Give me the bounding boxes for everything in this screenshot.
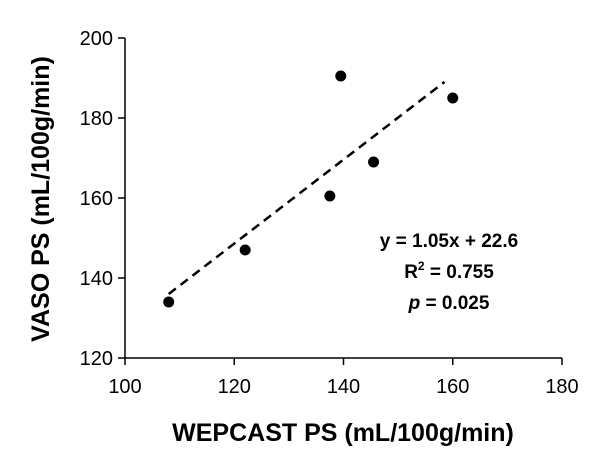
data-point (239, 244, 251, 256)
data-point (368, 156, 380, 168)
trendline (167, 80, 446, 295)
plot-area: 120 140 160 180 200 100 120 140 160 180 (80, 28, 579, 398)
r-squared-superscript: 2 (418, 259, 425, 273)
y-axis-title: VASO PS (mL/100g/min) (27, 56, 55, 342)
x-axis-title: WEPCAST PS (mL/100g/min) (172, 419, 514, 447)
x-tick-label: 100 (108, 376, 141, 398)
regression-equation: y = 1.05x + 22.6 (380, 231, 518, 252)
x-tick-label: 140 (327, 376, 360, 398)
data-point (163, 296, 175, 308)
y-tick-label: 140 (80, 268, 113, 290)
y-tick-label: 160 (80, 188, 113, 210)
r-squared-prefix: R (404, 262, 418, 283)
x-tick-label: 160 (436, 376, 469, 398)
r-squared-value: = 0.755 (425, 262, 495, 283)
r-squared-annotation: R2 = 0.755 (404, 259, 494, 283)
x-tick-label: 180 (545, 376, 578, 398)
data-point (335, 70, 347, 82)
p-value: = 0.025 (420, 293, 490, 314)
y-tick-label: 120 (80, 348, 113, 370)
p-symbol: p (408, 293, 421, 314)
data-point (324, 190, 336, 202)
y-tick-label: 200 (80, 28, 113, 50)
data-point (447, 92, 459, 104)
y-tick-label: 180 (80, 108, 113, 130)
p-value-annotation: p = 0.025 (408, 293, 490, 314)
x-tick-label: 120 (218, 376, 251, 398)
